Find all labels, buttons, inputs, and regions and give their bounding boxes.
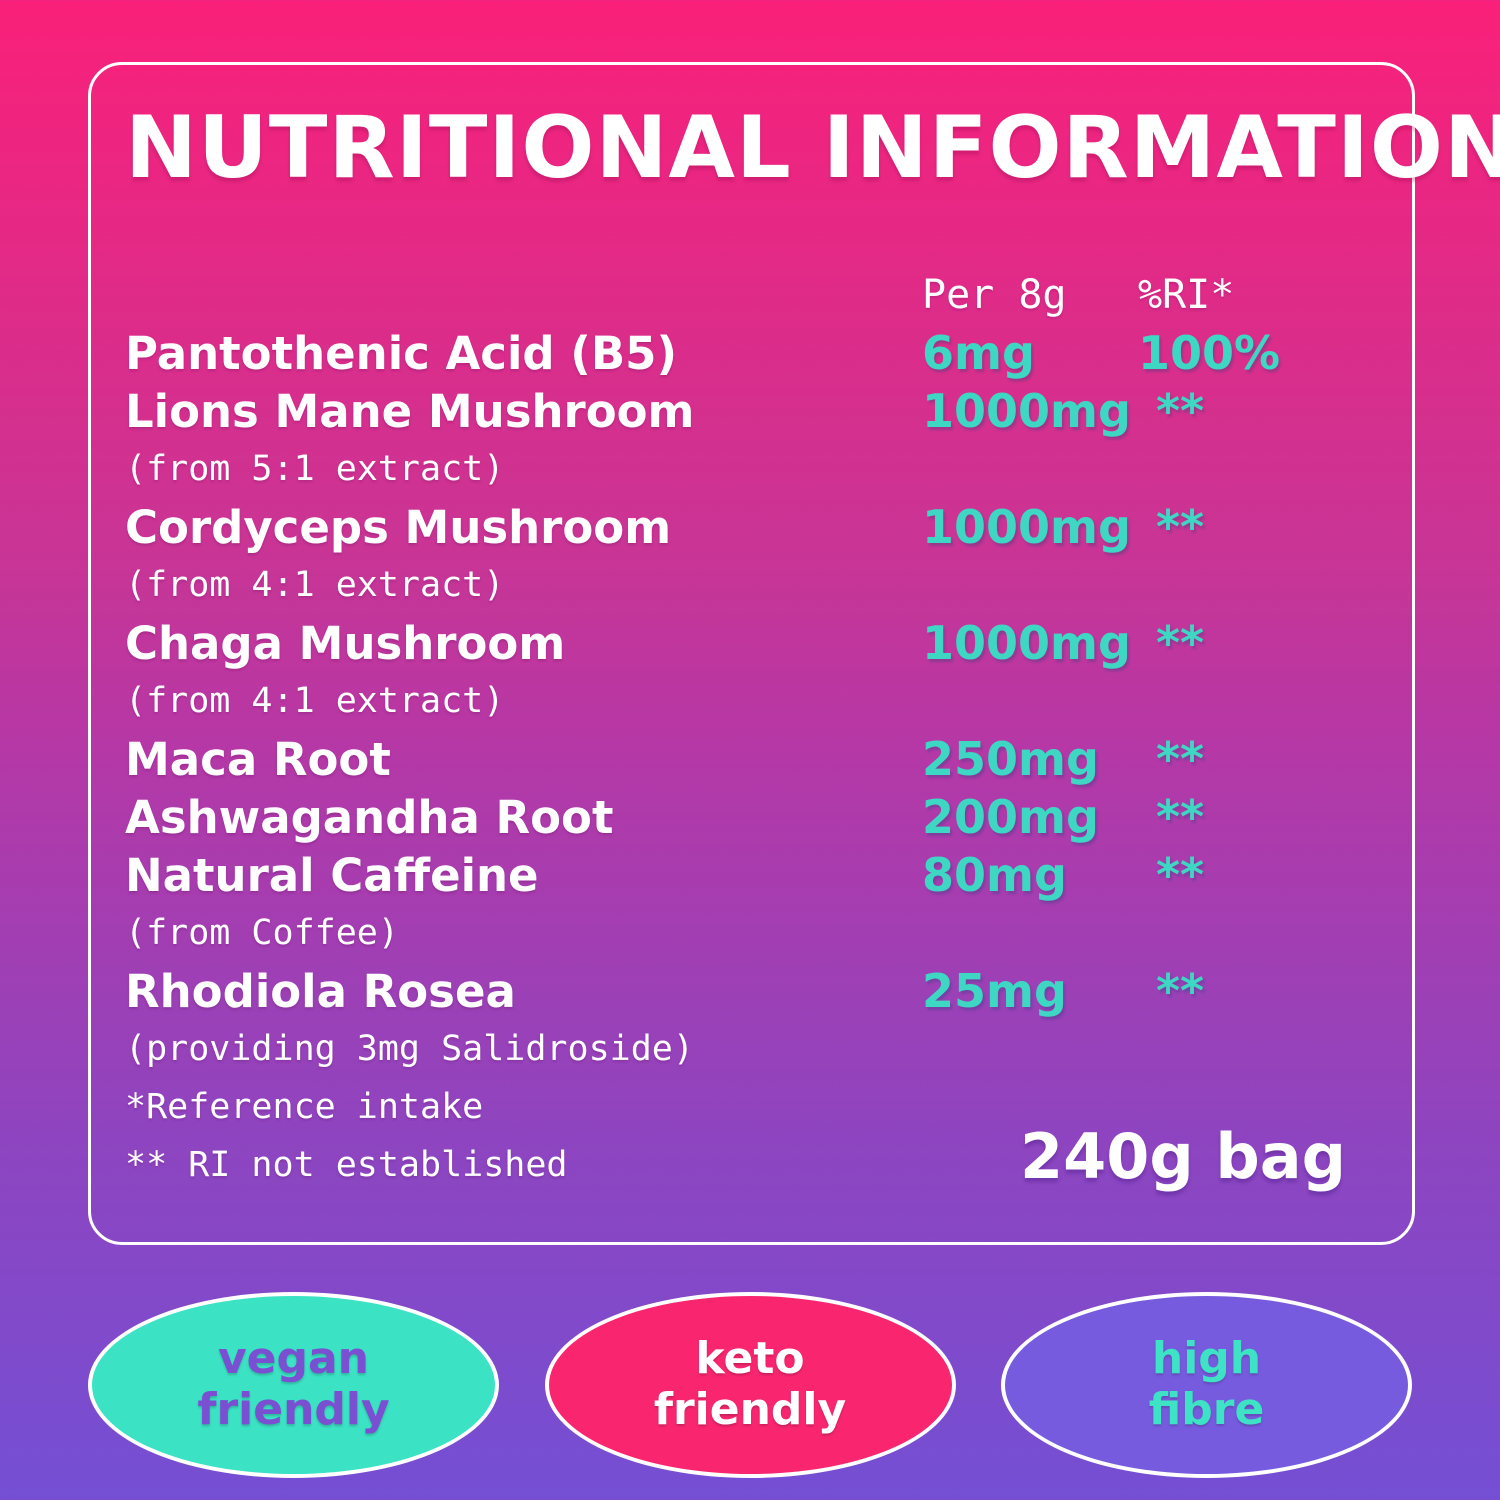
badge-label: fibre xyxy=(1148,1384,1265,1435)
ingredient-name: Ashwagandha Root xyxy=(125,790,614,844)
column-header-per-serving: Per 8g xyxy=(922,272,1067,318)
table-row-note: (from Coffee) xyxy=(125,904,1412,962)
table-row-note: (from 4:1 extract) xyxy=(125,556,1412,614)
table-row-note: (from 4:1 extract) xyxy=(125,672,1412,730)
badge-high-fibre: high fibre xyxy=(1001,1292,1412,1478)
ingredient-note: (from 4:1 extract) xyxy=(125,681,505,721)
table-header-row: Per 8g %RI* xyxy=(125,266,1412,324)
footnote-ri-not-established: ** RI not established xyxy=(125,1145,568,1185)
ingredient-amount: 1000mg xyxy=(922,500,1131,554)
page-title: NUTRITIONAL INFORMATION xyxy=(125,98,1500,198)
footnote-row: ** RI not established xyxy=(125,1136,1412,1194)
bag-size-label: 240g bag xyxy=(1020,1120,1346,1193)
ingredient-amount: 80mg xyxy=(922,848,1067,902)
table-row: Chaga Mushroom 1000mg ** xyxy=(125,614,1412,672)
ingredient-note: (providing 3mg Salidroside) xyxy=(125,1029,694,1069)
ingredient-ri: ** xyxy=(1156,500,1205,554)
ingredient-note: (from 4:1 extract) xyxy=(125,565,505,605)
ingredient-amount: 1000mg xyxy=(922,384,1131,438)
ingredient-name: Maca Root xyxy=(125,732,391,786)
nutrition-panel: NUTRITIONAL INFORMATION Per 8g %RI* Pant… xyxy=(88,62,1500,1245)
ingredient-name: Cordyceps Mushroom xyxy=(125,500,672,554)
table-row: Rhodiola Rosea 25mg ** xyxy=(125,962,1412,1020)
ingredient-name: Rhodiola Rosea xyxy=(125,964,516,1018)
badge-label: friendly xyxy=(197,1384,390,1435)
table-row: Cordyceps Mushroom 1000mg ** xyxy=(125,498,1412,556)
table-row-note: (from 5:1 extract) xyxy=(125,440,1412,498)
badge-label: friendly xyxy=(653,1384,847,1435)
footnote-row: *Reference intake xyxy=(125,1078,1412,1136)
ingredient-ri: ** xyxy=(1156,790,1205,844)
badge-keto-friendly: keto friendly xyxy=(544,1292,956,1478)
badge-label: keto xyxy=(695,1333,805,1385)
badge-vegan-friendly: vegan friendly xyxy=(88,1292,499,1478)
ingredient-ri: ** xyxy=(1156,732,1205,786)
ingredient-name: Lions Mane Mushroom xyxy=(125,384,695,438)
table-row: Lions Mane Mushroom 1000mg ** xyxy=(125,382,1412,440)
ingredient-amount: 6mg xyxy=(922,326,1035,380)
column-header-ri: %RI* xyxy=(1138,272,1235,318)
ingredient-name: Pantothenic Acid (B5) xyxy=(125,326,678,380)
ingredient-name: Chaga Mushroom xyxy=(125,616,566,670)
ingredient-note: (from 5:1 extract) xyxy=(125,449,505,489)
badge-label: vegan xyxy=(217,1333,370,1385)
table-row: Pantothenic Acid (B5) 6mg 100% xyxy=(125,324,1412,382)
badge-row: vegan friendly keto friendly high fibre xyxy=(88,1292,1412,1478)
ingredient-ri: 100% xyxy=(1138,326,1281,380)
ingredient-ri: ** xyxy=(1156,848,1205,902)
ingredient-note: (from Coffee) xyxy=(125,913,399,953)
footnote-reference-intake: *Reference intake xyxy=(125,1087,484,1127)
table-row: Natural Caffeine 80mg ** xyxy=(125,846,1412,904)
table-row-note: (providing 3mg Salidroside) xyxy=(125,1020,1412,1078)
ingredient-amount: 250mg xyxy=(922,732,1099,786)
ingredient-ri: ** xyxy=(1156,964,1205,1018)
nutrition-table: Per 8g %RI* Pantothenic Acid (B5) 6mg 10… xyxy=(125,266,1412,1194)
ingredient-ri: ** xyxy=(1156,384,1205,438)
badge-label: high xyxy=(1151,1333,1262,1385)
ingredient-amount: 200mg xyxy=(922,790,1099,844)
ingredient-amount: 1000mg xyxy=(922,616,1131,670)
ingredient-ri: ** xyxy=(1156,616,1205,670)
ingredient-amount: 25mg xyxy=(922,964,1067,1018)
table-row: Ashwagandha Root 200mg ** xyxy=(125,788,1412,846)
ingredient-name: Natural Caffeine xyxy=(125,848,539,902)
table-row: Maca Root 250mg ** xyxy=(125,730,1412,788)
